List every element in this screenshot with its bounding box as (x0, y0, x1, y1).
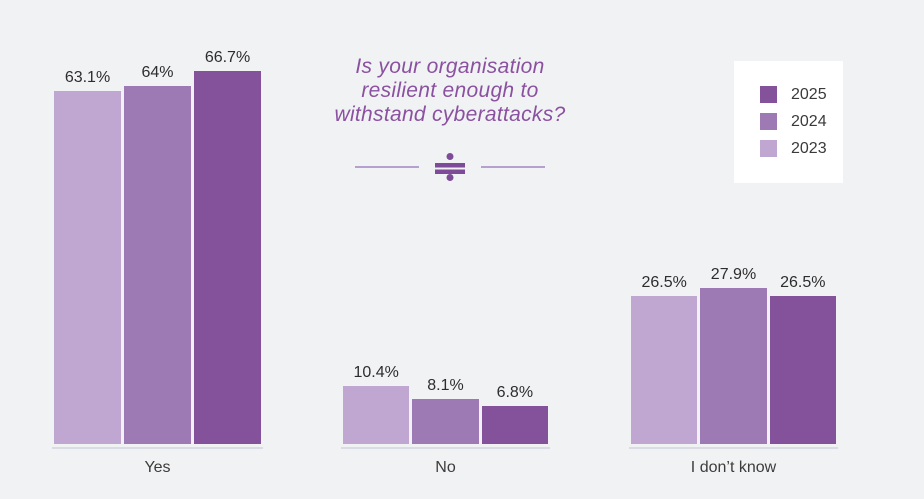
chart-title: Is your organisation resilient enough to… (290, 55, 610, 127)
bar-2024-no: 8.1% (412, 377, 479, 444)
category-label-i-dont-know: I don’t know (690, 459, 777, 476)
legend-swatch-2023 (760, 140, 777, 157)
bar-value-label: 27.9% (710, 266, 757, 283)
bar-group-no: 10.4% 8.1% 6.8% (343, 0, 548, 444)
bar-2023-i-don-t-know: 26.5% (631, 274, 698, 444)
bar-2023-no: 10.4% (343, 364, 410, 444)
legend-item-2024: 2024 (760, 113, 843, 130)
legend: 2025 2024 2023 (734, 61, 843, 183)
bar-2023-yes: 63.1% (54, 69, 121, 444)
bar-2025-no: 6.8% (481, 384, 548, 444)
legend-swatch-2025 (760, 86, 777, 103)
divider-ornament-icon (435, 153, 465, 181)
chart-title-line: withstand cyberattacks? (334, 103, 566, 126)
bar-value-label: 63.1% (64, 69, 111, 86)
legend-item-2025: 2025 (760, 86, 843, 103)
category-label-yes: Yes (144, 459, 171, 476)
baseline-no (341, 447, 550, 449)
bar-value-label: 8.1% (427, 377, 464, 394)
divider-line-left (355, 166, 419, 168)
legend-label: 2024 (791, 113, 827, 130)
bar-value-label: 26.5% (641, 274, 687, 291)
legend-swatch-2024 (760, 113, 777, 130)
chart-title-line: resilient enough to (361, 79, 539, 102)
baseline-yes (52, 447, 263, 449)
legend-item-2023: 2023 (760, 140, 843, 157)
bar-2025-i-don-t-know: 26.5% (769, 274, 836, 444)
bar-value-label: 26.5% (780, 274, 826, 291)
bar-2025-yes: 66.7% (194, 49, 261, 444)
bar-2024-yes: 64% (124, 64, 191, 444)
bar-group-yes: 63.1% 64% 66.7% (54, 0, 261, 444)
legend-label: 2023 (791, 140, 827, 157)
category-label-no: No (435, 459, 456, 476)
bar-value-label: 10.4% (353, 364, 399, 381)
chart-title-line: Is your organisation (355, 55, 545, 78)
baseline-i-dont-know (629, 447, 838, 449)
bar-value-label: 66.7% (204, 49, 251, 66)
bar-2024-i-don-t-know: 27.9% (700, 266, 767, 444)
divider-line-right (481, 166, 545, 168)
legend-label: 2025 (791, 86, 827, 103)
decorative-divider (330, 152, 570, 182)
bar-value-label: 6.8% (496, 384, 534, 401)
bar-value-label: 64% (141, 64, 174, 81)
bar-group-i-dont-know: 26.5% 27.9% 26.5% (631, 0, 836, 444)
